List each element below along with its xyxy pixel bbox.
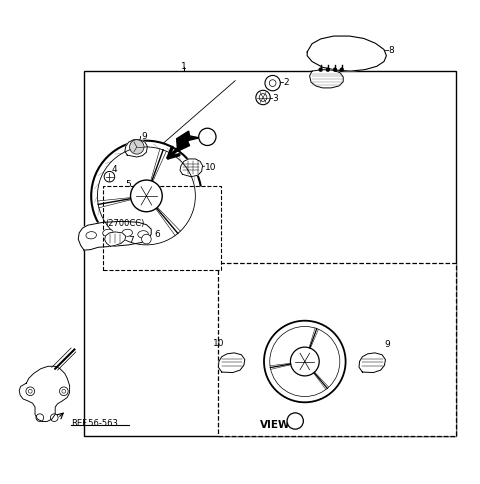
Circle shape — [287, 413, 303, 429]
Polygon shape — [180, 160, 203, 177]
Text: 10: 10 — [205, 162, 217, 171]
Polygon shape — [310, 71, 343, 89]
Bar — [103, 187, 221, 271]
Polygon shape — [78, 222, 151, 251]
Circle shape — [333, 69, 337, 73]
Circle shape — [340, 69, 344, 73]
Circle shape — [50, 414, 58, 422]
Polygon shape — [105, 232, 126, 247]
Polygon shape — [359, 353, 385, 373]
Text: 9: 9 — [384, 340, 390, 348]
Ellipse shape — [103, 230, 113, 237]
Text: 3: 3 — [273, 94, 278, 103]
Polygon shape — [177, 132, 199, 152]
Polygon shape — [218, 353, 245, 373]
Text: 5: 5 — [125, 180, 131, 189]
Text: REF.56-563: REF.56-563 — [71, 419, 118, 427]
Polygon shape — [19, 366, 70, 422]
Bar — [84, 72, 456, 436]
Text: 7: 7 — [129, 235, 134, 244]
Text: A: A — [293, 417, 298, 425]
Text: A: A — [204, 133, 210, 142]
Text: 8: 8 — [389, 46, 395, 55]
Circle shape — [265, 76, 280, 91]
Circle shape — [269, 80, 276, 87]
Circle shape — [259, 94, 267, 102]
Circle shape — [62, 390, 66, 393]
Text: 9: 9 — [142, 132, 147, 141]
Circle shape — [256, 91, 270, 106]
Text: VIEW: VIEW — [260, 419, 290, 429]
Text: 1: 1 — [181, 62, 187, 71]
Circle shape — [131, 181, 162, 212]
Circle shape — [264, 321, 346, 403]
Circle shape — [199, 129, 216, 146]
Circle shape — [60, 387, 68, 396]
Circle shape — [91, 141, 202, 252]
Circle shape — [319, 69, 323, 73]
Circle shape — [36, 414, 44, 422]
Circle shape — [130, 140, 144, 155]
Ellipse shape — [122, 230, 132, 237]
Text: 4: 4 — [112, 164, 118, 173]
Polygon shape — [307, 37, 386, 72]
Text: 10: 10 — [213, 338, 224, 347]
Ellipse shape — [138, 231, 148, 239]
Bar — [218, 264, 456, 436]
Text: 2: 2 — [284, 78, 289, 87]
Circle shape — [326, 69, 330, 73]
Text: (2700CC): (2700CC) — [106, 218, 145, 227]
Circle shape — [142, 235, 151, 244]
Ellipse shape — [86, 232, 96, 240]
Text: 6: 6 — [155, 230, 160, 239]
Circle shape — [26, 387, 35, 396]
Circle shape — [104, 172, 115, 182]
Circle shape — [28, 390, 32, 393]
Circle shape — [290, 348, 319, 376]
Polygon shape — [125, 140, 147, 158]
